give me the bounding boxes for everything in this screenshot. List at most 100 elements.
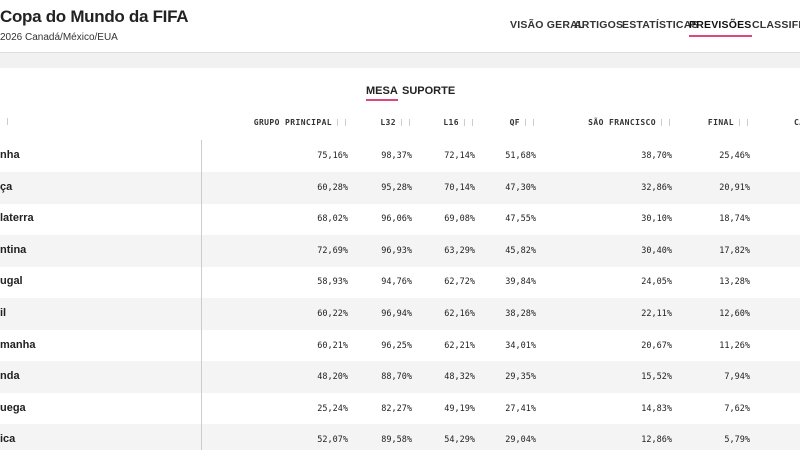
table-cell: 60,21% — [317, 340, 348, 351]
column-header[interactable]: L16 — [443, 118, 473, 127]
table-cell: 95,28% — [381, 182, 412, 193]
nav-link[interactable]: ESTATÍSTICAS — [622, 19, 699, 31]
table-cell: 22,11% — [641, 309, 672, 319]
table-cell: 48,32% — [444, 372, 475, 383]
column-header-label: L32 — [380, 118, 396, 127]
team-name: nda — [0, 370, 20, 383]
sort-icon — [337, 119, 346, 126]
table-cell: 88,70% — [381, 372, 412, 383]
column-header[interactable]: SÃO FRANCISCO — [588, 118, 670, 127]
team-name: nha — [0, 149, 20, 161]
table-cell: 48,20% — [317, 372, 348, 383]
sort-icon — [525, 119, 534, 126]
table-cell: 47,30% — [505, 182, 536, 193]
column-header-label: CA — [794, 118, 800, 127]
table-cell: 24,05% — [641, 277, 672, 288]
table-cell: 13,28% — [719, 277, 750, 288]
column-header-label: GRUPO PRINCIPAL — [253, 118, 332, 127]
column-header[interactable]: QF — [510, 118, 534, 127]
table-row: uega 25,24% 82,27% 49,19% 27,41% 14,83% 7,62% — [0, 393, 800, 425]
column-header[interactable]: GRUPO PRINCIPAL — [254, 118, 346, 127]
table-cell: 60,28% — [317, 182, 348, 193]
table-cell: 45,82% — [505, 245, 536, 256]
table-cell: 60,22% — [317, 309, 348, 319]
nav-link[interactable]: CLASSIFICAÇ — [752, 19, 800, 31]
table-cell: 72,14% — [444, 151, 475, 161]
sort-icon — [661, 119, 670, 126]
table-cell: 7,94% — [724, 372, 750, 383]
table-cell: 47,55% — [505, 214, 536, 225]
header-band — [0, 53, 800, 68]
team-name: manha — [0, 338, 36, 351]
table-cell: 17,82% — [719, 245, 750, 256]
sort-icon — [401, 119, 410, 126]
table-row: ça 60,28% 95,28% 70,14% 47,30% 32,86% 20,91% — [0, 171, 800, 204]
table-cell: 39,84% — [505, 277, 536, 288]
table-cell: 96,93% — [381, 245, 412, 256]
table-row: nda 48,20% 88,70% 48,32% 29,35% 15,52% 7,94% — [0, 361, 800, 394]
table-cell: 12,86% — [641, 435, 672, 446]
team-name: ugal — [0, 275, 23, 288]
table-cell: 89,58% — [381, 435, 412, 446]
table-cell: 14,83% — [641, 403, 672, 414]
table-cell: 30,10% — [641, 214, 672, 225]
table-cell: 12,60% — [719, 309, 750, 319]
header: Copa do Mundo da FIFA 2026 Canadá/México… — [0, 0, 800, 53]
table-cell: 96,06% — [381, 214, 412, 225]
column-header-label: QF — [509, 118, 520, 127]
tab[interactable]: SUPORTE — [402, 85, 456, 97]
table-cell: 18,74% — [719, 214, 750, 225]
table-cell: 63,29% — [444, 245, 475, 256]
table-cell: 15,52% — [641, 372, 672, 383]
table-row: ugal 58,93% 94,76% 62,72% 39,84% 24,05% 13,28% — [0, 266, 800, 298]
table-cell: 38,28% — [505, 309, 536, 319]
table-row: il 60,22% 96,94% 62,16% 38,28% 22,11% 12,60% — [0, 298, 800, 330]
table-cell: 62,16% — [444, 309, 475, 319]
table-cell: 58,93% — [317, 277, 348, 288]
column-header[interactable]: FINAL — [708, 118, 748, 127]
team-name: ça — [0, 180, 13, 193]
table-row: manha 60,21% 96,25% 62,21% 34,01% 20,67% 11,26… — [0, 330, 800, 362]
nav-link[interactable]: ARTIGOS — [574, 19, 624, 31]
table-cell: 7,62% — [724, 403, 750, 414]
team-name: ntina — [0, 243, 27, 256]
page-title: Copa do Mundo da FIFA — [0, 7, 189, 26]
table-row: ica 52,07% 89,58% 54,29% 29,04% 12,86% 5,79% — [0, 424, 800, 450]
table-cell: 32,86% — [641, 182, 672, 193]
sort-icon[interactable] — [0, 117, 8, 126]
team-name: laterra — [0, 212, 34, 225]
column-header[interactable]: L32 — [380, 118, 410, 127]
column-separator — [201, 140, 202, 450]
table-cell: 69,08% — [444, 214, 475, 225]
team-name: uega — [0, 401, 26, 414]
table-cell: 72,69% — [317, 245, 348, 256]
table-cell: 75,16% — [317, 151, 348, 161]
table-row: laterra 68,02% 96,06% 69,08% 47,55% 30,10% 18,… — [0, 203, 800, 235]
table-cell: 34,01% — [505, 340, 536, 351]
tab[interactable]: MESA — [366, 85, 398, 101]
table-cell: 96,25% — [381, 340, 412, 351]
column-header[interactable]: CA — [794, 118, 800, 127]
table-cell: 38,70% — [641, 151, 672, 161]
table-cell: 68,02% — [317, 214, 348, 225]
table-cell: 27,41% — [505, 403, 536, 414]
table-cell: 11,26% — [719, 340, 750, 351]
table-cell: 70,14% — [444, 182, 475, 193]
team-name: ica — [0, 433, 16, 446]
table-cell: 96,94% — [381, 309, 412, 319]
page-subtitle: 2026 Canadá/México/EUA — [0, 32, 118, 43]
sort-icon — [739, 119, 748, 126]
table-cell: 98,37% — [381, 151, 412, 161]
table-cell: 25,46% — [719, 151, 750, 161]
table-cell: 54,29% — [444, 435, 475, 446]
table-row: nha 75,16% 98,37% 72,14% 51,68% 38,70% 25,46% — [0, 140, 800, 172]
table-cell: 82,27% — [381, 403, 412, 414]
column-header-label: L16 — [443, 118, 459, 127]
nav-link[interactable]: VISÃO GERAL — [510, 19, 585, 31]
table-cell: 29,04% — [505, 435, 536, 446]
nav-link[interactable]: PREVISÕES — [689, 19, 752, 37]
table-cell: 51,68% — [505, 151, 536, 161]
table-cell: 49,19% — [444, 403, 475, 414]
